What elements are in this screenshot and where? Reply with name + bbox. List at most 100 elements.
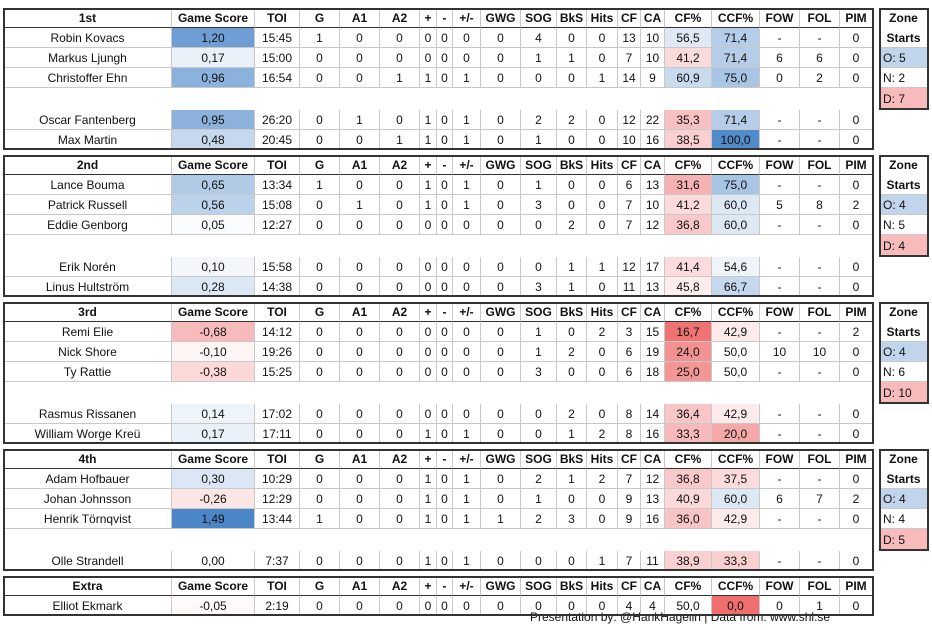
stat-cell: - [800, 509, 840, 529]
stat-cell: 0 [420, 322, 437, 342]
stat-cell: - [760, 110, 800, 130]
column-header: Game Score [172, 8, 255, 28]
stat-cell: 38,5 [665, 130, 712, 150]
stat-cell: 15:00 [255, 48, 300, 68]
stat-cell: 0 [437, 28, 453, 48]
stat-cell: 0 [340, 130, 380, 150]
zone-start: O: 4 [880, 342, 928, 362]
stat-cell: 0 [340, 215, 380, 235]
stat-cell: 0 [437, 68, 453, 88]
stat-cell: 0 [340, 28, 380, 48]
stat-cell: 0,0 [712, 596, 760, 616]
stat-cell: 1 [521, 322, 557, 342]
column-header: GWG [481, 449, 521, 469]
stat-cell: 0 [481, 195, 521, 215]
column-header: G [300, 302, 340, 322]
zone-title: Starts [880, 469, 928, 489]
stat-cell: 0 [587, 277, 618, 297]
column-header: + [420, 155, 437, 175]
stat-cell: 7 [618, 469, 641, 489]
column-header: BkS [557, 8, 587, 28]
stat-cell: 25,0 [665, 362, 712, 382]
stat-cell: 36,8 [665, 215, 712, 235]
column-header: 3rd [4, 302, 172, 322]
stat-cell: 14 [618, 68, 641, 88]
column-header: FOL [800, 576, 840, 596]
stat-cell: 17:11 [255, 424, 300, 444]
column-header: A1 [340, 8, 380, 28]
stat-cell: - [760, 509, 800, 529]
stat-cell: - [760, 469, 800, 489]
stat-cell: 0,05 [172, 215, 255, 235]
stat-cell: 0 [557, 596, 587, 616]
column-header: SOG [521, 576, 557, 596]
stat-cell: 12:27 [255, 215, 300, 235]
stat-cell: 0 [481, 277, 521, 297]
stat-cell: 0 [340, 362, 380, 382]
column-header: CCF% [712, 8, 760, 28]
column-header: CCF% [712, 155, 760, 175]
stat-cell: 0 [340, 596, 380, 616]
stat-cell: 0 [300, 277, 340, 297]
stat-cell: 0 [587, 342, 618, 362]
stat-cell: 0 [300, 322, 340, 342]
stat-cell: 3 [521, 277, 557, 297]
stat-cell: 10 [618, 130, 641, 150]
stat-cell: 8 [618, 404, 641, 424]
stat-cell: - [800, 362, 840, 382]
stat-cell: 41,2 [665, 195, 712, 215]
player-name: Christoffer Ehn [4, 68, 172, 88]
stat-cell: 0 [481, 215, 521, 235]
stat-cell: 0 [587, 509, 618, 529]
stat-cell: 56,5 [665, 28, 712, 48]
stat-cell: 24,0 [665, 342, 712, 362]
stat-cell: 18 [641, 362, 665, 382]
stat-cell: 0 [420, 362, 437, 382]
stat-cell: 0 [840, 342, 873, 362]
stat-cell: 11 [641, 551, 665, 571]
stat-cell: 0 [481, 424, 521, 444]
stat-cell: 2 [521, 469, 557, 489]
stat-cell: 0 [300, 404, 340, 424]
stat-cell: 2 [587, 469, 618, 489]
column-header: TOI [255, 576, 300, 596]
stat-cell: 12:29 [255, 489, 300, 509]
column-header: CCF% [712, 449, 760, 469]
column-header: + [420, 8, 437, 28]
stat-cell: 12 [641, 215, 665, 235]
stat-cell: 1 [587, 257, 618, 277]
stat-cell: 7 [618, 551, 641, 571]
stat-cell: 4 [641, 596, 665, 616]
stat-cell: - [760, 362, 800, 382]
zone-title: Zone [880, 302, 928, 322]
stat-cell: 1 [453, 509, 481, 529]
stat-cell: 0 [481, 362, 521, 382]
stat-cell: 1 [557, 277, 587, 297]
stat-cell: -0,10 [172, 342, 255, 362]
column-header: +/- [453, 302, 481, 322]
stat-cell: 0,96 [172, 68, 255, 88]
stat-cell: 0 [481, 68, 521, 88]
column-header: SOG [521, 302, 557, 322]
column-header: - [437, 576, 453, 596]
column-header: A2 [380, 302, 420, 322]
stat-cell: 0 [420, 215, 437, 235]
player-name: Remi Elie [4, 322, 172, 342]
stat-cell: 5 [760, 195, 800, 215]
stat-cell: 1,49 [172, 509, 255, 529]
stat-cell: 0 [420, 596, 437, 616]
stat-cell: 0 [481, 596, 521, 616]
stat-cell: 13:34 [255, 175, 300, 195]
column-header: CF% [665, 302, 712, 322]
zone-title: Zone [880, 449, 928, 469]
column-header: Game Score [172, 302, 255, 322]
stat-cell: 13 [641, 489, 665, 509]
stat-cell: 0 [380, 195, 420, 215]
stat-cell: 1 [557, 48, 587, 68]
stat-cell: 54,6 [712, 257, 760, 277]
stat-cell: 1 [453, 551, 481, 571]
stat-cell: 33,3 [712, 551, 760, 571]
stat-cell: 0 [840, 48, 873, 68]
stat-cell: 6 [618, 362, 641, 382]
stat-cell: 0 [587, 362, 618, 382]
